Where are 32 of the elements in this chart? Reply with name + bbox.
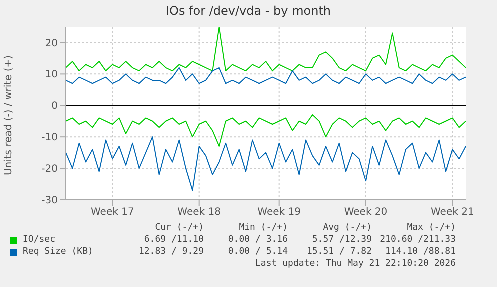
y-tick-label: -20	[42, 164, 58, 176]
chart-title: IOs for /dev/vda - by month	[164, 4, 332, 18]
y-tick-label: 20	[45, 38, 58, 50]
text: 0.00 / 3.16	[227, 234, 288, 246]
text: 114.10 /88.81	[384, 246, 456, 258]
x-tick-label: Week 17	[91, 207, 134, 218]
legend-label: IO/sec	[23, 234, 56, 246]
text: Min (-/+)	[238, 222, 288, 234]
text: 6.69 /11.10	[143, 234, 204, 246]
line-series	[66, 114, 466, 148]
y-axis-title: Units read (-) / write (+)	[4, 54, 14, 176]
y-tick-label: -30	[42, 196, 58, 207]
x-tick-label: Week 18	[178, 207, 221, 218]
x-tick-label: Week 20	[344, 207, 388, 218]
x-tick-label: Week 19	[258, 207, 301, 218]
legend-label: Req Size (KB)	[23, 246, 94, 258]
text: 0.00 / 5.14	[227, 246, 288, 258]
text: Last update: Thu May 21 22:10:20 2026	[254, 258, 456, 270]
text: Max (-/+)	[406, 222, 456, 234]
line-series	[66, 67, 466, 84]
y-tick-label: 0	[52, 101, 58, 112]
y-tick-label: 10	[45, 70, 58, 81]
y-tick-label: -10	[42, 132, 58, 144]
x-tick-label: Week 21	[431, 207, 474, 218]
line-series	[66, 136, 466, 192]
text: 210.60 /211.33	[379, 234, 456, 246]
text: 15.51 / 7.82	[306, 246, 372, 258]
text: Cur (-/+)	[154, 222, 204, 234]
text: 5.57 /12.39	[311, 234, 372, 246]
text: Avg (-/+)	[322, 222, 372, 234]
text: 12.83 / 9.29	[138, 246, 204, 258]
line-series	[66, 27, 466, 72]
